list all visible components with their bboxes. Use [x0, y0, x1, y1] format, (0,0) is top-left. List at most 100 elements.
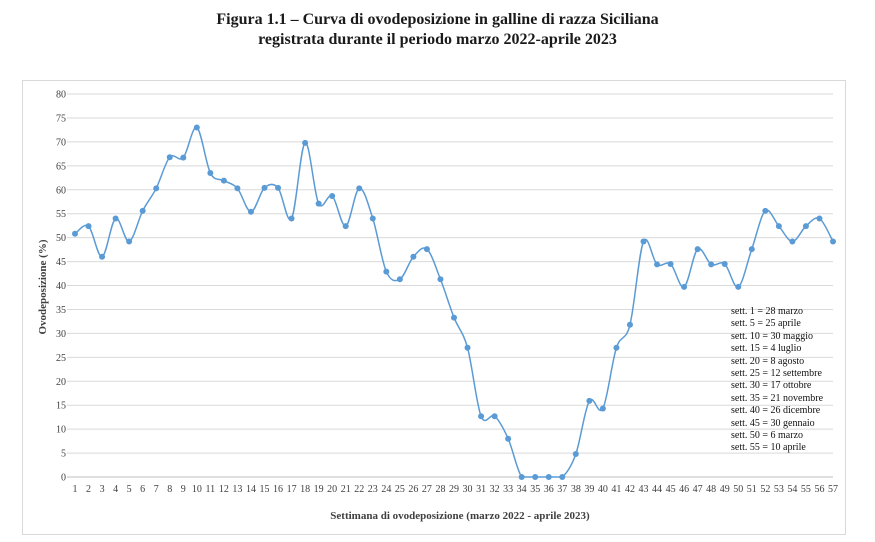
x-tick-label: 19 — [314, 484, 324, 495]
legend-note: sett. 15 = 4 luglio — [731, 343, 802, 355]
data-point — [491, 413, 498, 420]
y-tick-label: 50 — [56, 233, 66, 244]
x-tick-label: 23 — [368, 484, 378, 495]
x-tick-label: 30 — [463, 484, 473, 495]
x-tick-label: 14 — [246, 484, 256, 495]
data-point — [545, 474, 552, 480]
data-point — [681, 283, 688, 290]
data-point — [139, 207, 146, 214]
x-tick-label: 7 — [154, 484, 159, 495]
data-point — [85, 223, 92, 230]
x-tick-label: 41 — [611, 484, 621, 495]
x-tick-label: 57 — [828, 484, 838, 495]
data-point — [220, 177, 227, 184]
data-point — [748, 246, 755, 253]
y-tick-label: 80 — [56, 90, 66, 101]
data-point — [166, 154, 173, 161]
data-point — [654, 261, 661, 268]
data-point — [505, 435, 512, 442]
data-point — [532, 474, 539, 480]
x-tick-label: 31 — [476, 484, 486, 495]
y-tick-label: 15 — [56, 401, 66, 412]
chart-frame — [22, 80, 846, 535]
x-tick-label: 50 — [733, 484, 743, 495]
data-point — [72, 230, 78, 237]
data-point — [572, 451, 579, 458]
data-point — [816, 215, 823, 222]
data-point — [153, 185, 160, 192]
data-point — [451, 314, 457, 321]
x-tick-label: 45 — [666, 484, 676, 495]
week-date-legend: sett. 1 = 28 marzo sett. 5 = 25 aprile set… — [731, 306, 823, 455]
x-tick-label: 5 — [127, 484, 132, 495]
chart-title: Figura 1.1 – Curva di ovodeposizione in … — [0, 10, 875, 50]
data-point — [112, 215, 119, 222]
y-tick-label: 35 — [56, 305, 66, 316]
legend-note: sett. 20 = 8 agosto — [731, 355, 805, 367]
x-tick-label: 33 — [503, 484, 513, 495]
data-point — [599, 405, 606, 412]
legend-note: sett. 5 = 25 aprile — [731, 318, 801, 330]
legend-note: sett. 10 = 30 maggio — [731, 330, 814, 342]
data-point — [559, 474, 566, 480]
series-markers — [72, 124, 836, 480]
x-tick-label: 24 — [381, 484, 391, 495]
data-point — [708, 261, 715, 268]
legend-note: sett. 45 = 30 gennaio — [731, 417, 815, 429]
y-tick-label: 45 — [56, 257, 66, 268]
data-point — [789, 238, 796, 245]
x-tick-label: 26 — [408, 484, 418, 495]
y-tick-label: 0 — [61, 473, 66, 484]
data-point — [383, 268, 390, 275]
x-tick-label: 3 — [100, 484, 105, 495]
legend-note: sett. 40 = 26 dicembre — [731, 405, 821, 417]
data-point — [302, 139, 309, 146]
data-point — [775, 223, 782, 230]
y-tick-label: 60 — [56, 185, 66, 196]
x-tick-label: 21 — [341, 484, 351, 495]
x-tick-label: 18 — [300, 484, 310, 495]
legend-note: sett. 35 = 21 novembre — [731, 392, 824, 404]
data-point — [762, 207, 769, 214]
x-tick-label: 51 — [747, 484, 757, 495]
x-axis-ticks: 1 2 3 4 5 6 7 8 9 10 11 12 13 14 15 16 17 18 19 20 21 22 23 24 2… — [73, 484, 839, 495]
data-point — [613, 344, 620, 351]
x-tick-label: 46 — [679, 484, 689, 495]
data-point — [640, 238, 647, 245]
data-point — [369, 215, 376, 222]
data-point — [261, 184, 268, 191]
y-tick-label: 75 — [56, 113, 66, 124]
x-tick-label: 1 — [73, 484, 78, 495]
y-axis-ticks: 0 5 10 15 20 25 30 35 40 45 50 55 60 65 70 75 80 — [56, 90, 66, 484]
legend-note: sett. 25 = 12 settembre — [731, 368, 822, 380]
data-point — [247, 208, 254, 215]
data-point — [396, 276, 403, 283]
x-tick-label: 37 — [557, 484, 567, 495]
y-tick-label: 70 — [56, 137, 66, 148]
data-point — [342, 223, 349, 230]
data-point — [830, 238, 836, 245]
data-point — [586, 397, 593, 404]
x-tick-label: 12 — [219, 484, 229, 495]
x-tick-label: 53 — [774, 484, 784, 495]
x-tick-label: 20 — [327, 484, 337, 495]
x-tick-label: 22 — [354, 484, 364, 495]
x-tick-label: 10 — [192, 484, 202, 495]
x-tick-label: 52 — [760, 484, 770, 495]
x-tick-label: 6 — [140, 484, 145, 495]
legend-note: sett. 50 = 6 marzo — [731, 430, 804, 442]
x-tick-label: 43 — [639, 484, 649, 495]
chart-title-line-1: Figura 1.1 – Curva di ovodeposizione in … — [216, 11, 659, 28]
y-axis-title: Ovodeposizione (%) — [37, 239, 49, 334]
data-point — [694, 246, 701, 253]
data-point — [410, 253, 417, 260]
x-tick-label: 4 — [113, 484, 118, 495]
x-tick-label: 25 — [395, 484, 405, 495]
x-tick-label: 42 — [625, 484, 635, 495]
y-tick-label: 65 — [56, 161, 66, 172]
data-point — [193, 124, 200, 131]
y-tick-label: 40 — [56, 281, 66, 292]
x-tick-label: 39 — [584, 484, 594, 495]
legend-note: sett. 55 = 10 aprile — [731, 442, 806, 454]
